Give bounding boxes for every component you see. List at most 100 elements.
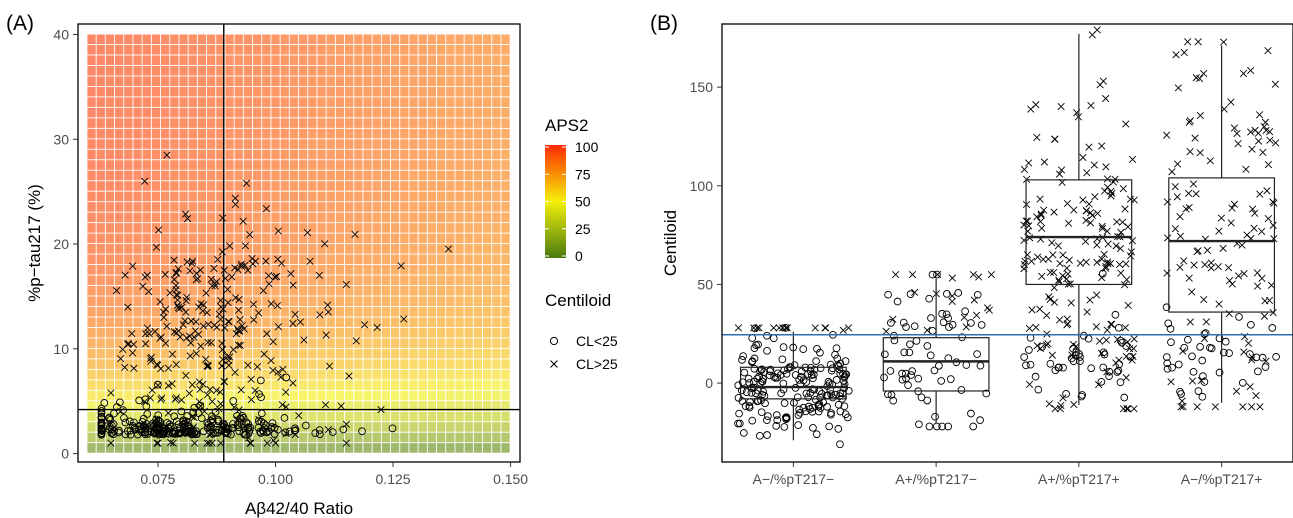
heatmap-cell xyxy=(418,212,427,223)
heatmap-cell xyxy=(234,118,243,128)
heatmap-cell xyxy=(354,149,363,160)
point-cl-lt-25 xyxy=(840,402,849,411)
point-cl-gt-25 xyxy=(1265,296,1274,305)
heatmap-cell xyxy=(280,285,289,296)
point-cl-lt-25 xyxy=(1162,353,1171,361)
heatmap-cell xyxy=(87,34,96,45)
heatmap-cell xyxy=(390,359,400,369)
point-cl-gt-25 xyxy=(238,321,246,330)
point-cl-gt-25 xyxy=(178,430,186,438)
point-cl-gt-25 xyxy=(1263,187,1271,195)
heatmap-cell xyxy=(115,97,124,107)
heatmap-cell xyxy=(234,306,243,317)
point-cl-gt-25 xyxy=(782,324,790,332)
point-cl-gt-25 xyxy=(1272,139,1280,147)
heatmap-cell xyxy=(133,181,142,191)
heatmap-cell xyxy=(289,160,299,170)
point-cl-gt-25 xyxy=(1163,131,1171,139)
point-cl-gt-25 xyxy=(1103,326,1111,334)
heatmap-cell xyxy=(115,160,124,170)
heatmap-cell xyxy=(299,128,308,139)
heatmap-cell xyxy=(354,160,363,170)
heatmap-cell xyxy=(464,160,473,170)
point-cl-gt-25 xyxy=(128,262,137,270)
heatmap-cell xyxy=(262,191,271,202)
point-cl-lt-25 xyxy=(943,290,951,298)
heatmap-cell xyxy=(243,55,253,66)
point-cl-lt-25 xyxy=(1235,313,1243,321)
point-cl-lt-25 xyxy=(962,361,971,369)
heatmap-cell xyxy=(243,359,253,369)
heatmap-cell xyxy=(243,107,253,118)
point-cl-lt-25 xyxy=(790,361,799,369)
heatmap-cell xyxy=(390,107,400,118)
point-cl-gt-25 xyxy=(218,248,227,256)
heatmap-cell xyxy=(179,401,188,411)
point-cl-lt-25 xyxy=(745,402,754,410)
heatmap-cell xyxy=(400,223,409,233)
heatmap-cell xyxy=(501,359,510,369)
heatmap-cell xyxy=(262,202,271,212)
point-cl-gt-25 xyxy=(1059,251,1067,259)
heatmap-cell xyxy=(381,306,391,317)
heatmap-cell xyxy=(179,254,188,265)
heatmap-cell xyxy=(446,296,455,307)
point-cl-gt-25 xyxy=(1176,232,1185,240)
heatmap-cell xyxy=(253,86,262,97)
heatmap-cell xyxy=(225,401,234,411)
heatmap-cell xyxy=(409,86,418,97)
point-cl-gt-25 xyxy=(1050,268,1058,277)
heatmap-cell xyxy=(455,401,464,411)
point-cl-lt-25 xyxy=(931,412,939,421)
heatmap-cell xyxy=(262,359,271,369)
point-cl-gt-25 xyxy=(248,254,256,263)
heatmap-cell xyxy=(179,432,188,443)
point-cl-lt-25 xyxy=(898,369,906,378)
heatmap-cell xyxy=(446,34,455,45)
colorbar-tick-label: 25 xyxy=(575,221,591,237)
heatmap-cell xyxy=(105,55,115,66)
point-cl-lt-25 xyxy=(123,427,132,435)
heatmap-cell xyxy=(436,443,446,453)
heatmap-cell xyxy=(464,327,473,338)
heatmap-cell xyxy=(363,55,372,66)
point-cl-gt-25 xyxy=(215,310,223,318)
heatmap-cell xyxy=(280,254,289,265)
point-cl-gt-25 xyxy=(203,391,212,399)
point-cl-gt-25 xyxy=(1093,258,1101,267)
heatmap-cell xyxy=(188,254,197,265)
point-cl-gt-25 xyxy=(117,355,125,363)
point-cl-gt-25 xyxy=(882,327,890,336)
point-cl-gt-25 xyxy=(195,330,203,338)
point-cl-lt-25 xyxy=(1114,366,1123,375)
heatmap-cell xyxy=(455,107,464,118)
heatmap-cell xyxy=(271,265,280,275)
heatmap-cell xyxy=(124,233,133,244)
point-cl-gt-25 xyxy=(1233,129,1241,138)
heatmap-cell xyxy=(253,223,262,233)
point-cl-gt-25 xyxy=(1055,170,1064,178)
heatmap-cell xyxy=(170,160,179,170)
heatmap-cell xyxy=(299,296,308,307)
point-cl-lt-25 xyxy=(1113,368,1122,376)
point-cl-gt-25 xyxy=(1215,300,1223,308)
point-cl-gt-25 xyxy=(1102,94,1110,103)
heatmap-cell xyxy=(363,348,372,359)
heatmap-cell xyxy=(317,212,326,223)
point-cl-gt-25 xyxy=(215,405,223,413)
heatmap-cell xyxy=(280,202,289,212)
heatmap-cell xyxy=(400,118,409,128)
point-cl-gt-25 xyxy=(1027,257,1036,265)
heatmap-cell xyxy=(170,118,179,128)
heatmap-cell xyxy=(335,55,345,66)
heatmap-cell xyxy=(400,181,409,191)
heatmap-cell xyxy=(335,443,345,453)
point-cl-gt-25 xyxy=(291,430,299,439)
point-cl-gt-25 xyxy=(236,315,244,324)
heatmap-cell xyxy=(335,390,345,401)
heatmap-cell xyxy=(482,181,492,191)
point-cl-gt-25 xyxy=(164,364,173,372)
heatmap-cell xyxy=(87,65,96,76)
heatmap-cell xyxy=(299,348,308,359)
heatmap-cell xyxy=(188,128,197,139)
